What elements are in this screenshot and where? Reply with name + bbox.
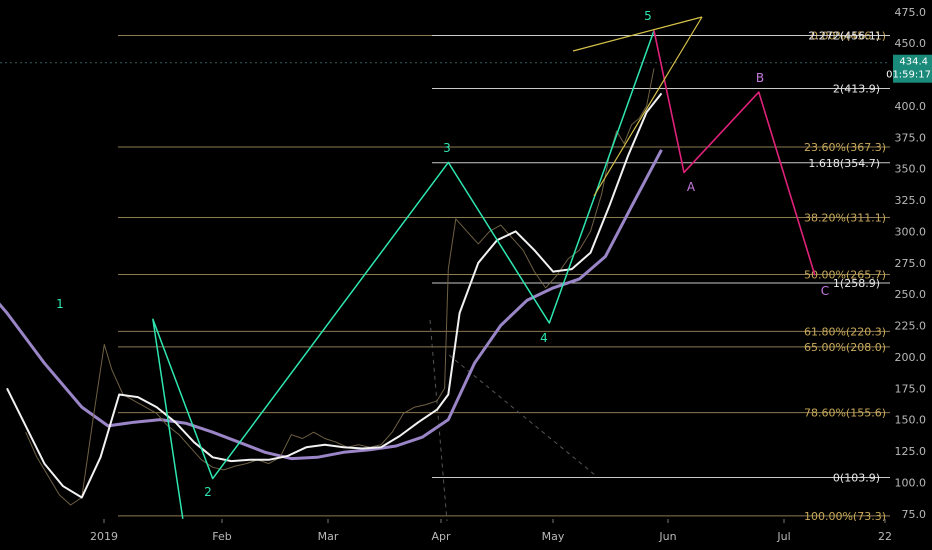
- current-price-box: [893, 54, 932, 83]
- x-tick-label: Jul: [776, 530, 790, 543]
- abc-label: C: [821, 284, 829, 298]
- fib-extension-label: 0(103.9): [833, 472, 880, 485]
- fib-label: 50.00%(265.7): [804, 268, 886, 281]
- chart-labels: 1 2 3 4 5 A B C: [56, 9, 829, 499]
- countdown-label: 01:59:17: [886, 70, 931, 81]
- y-tick-label: 325.0: [895, 194, 927, 207]
- y-tick-label: 175.0: [895, 382, 927, 395]
- y-tick-label: 375.0: [895, 131, 927, 144]
- ma-long-line: [0, 149, 663, 461]
- y-tick-label: 475.0: [895, 6, 927, 19]
- y-tick-label: 450.0: [895, 37, 927, 50]
- wave-label: 5: [644, 9, 652, 23]
- fib-extension-label: 1.618(354.7): [808, 157, 880, 170]
- y-tick-label: 200.0: [895, 351, 927, 364]
- elliott-wave-line: [152, 30, 655, 519]
- current-price-label: 434.4: [899, 57, 928, 68]
- abc-label: A: [687, 180, 696, 194]
- abc-label: B: [756, 71, 764, 85]
- x-tick-label: Mar: [318, 530, 339, 543]
- fib-label: 65.00%(208.0): [804, 341, 886, 354]
- dashed-guides: [0, 62, 890, 546]
- y-tick-label: 350.0: [895, 163, 927, 176]
- abc-projection-line: [653, 30, 816, 276]
- x-tick-label: Jun: [658, 530, 676, 543]
- fib-label: 23.60%(367.3): [804, 141, 886, 154]
- price-series: [0, 68, 663, 506]
- y-tick-label: 125.0: [895, 445, 927, 458]
- fib-extension-label: 1(258.9): [833, 277, 880, 290]
- wave-label: 3: [443, 141, 451, 155]
- fib-label: 61.80%(220.3): [804, 325, 886, 338]
- y-tick-label: 400.0: [895, 100, 927, 113]
- y-tick-label: 225.0: [895, 320, 927, 333]
- ma-short-line: [6, 92, 663, 499]
- x-tick-label: 22: [878, 530, 892, 543]
- y-tick-label: 75.0: [902, 508, 927, 521]
- y-tick-label: 250.0: [895, 288, 927, 301]
- x-tick-label: May: [542, 530, 565, 543]
- fibonacci-levels: 0.00%(456.1)23.60%(367.3)38.20%(311.1)50…: [118, 29, 890, 523]
- x-axis-panel: [0, 521, 890, 550]
- x-tick-label: Feb: [212, 530, 231, 543]
- y-tick-label: 100.0: [895, 476, 927, 489]
- fib-label: 38.20%(311.1): [804, 211, 886, 224]
- y-axis-panel: [890, 0, 932, 550]
- fib-label: 100.00%(73.3): [804, 510, 886, 523]
- elliott-wave-lines: [152, 16, 816, 519]
- y-tick-label: 300.0: [895, 225, 927, 238]
- x-tick-label: Apr: [431, 530, 451, 543]
- channel-upper-line: [572, 16, 703, 52]
- wave-label: 4: [540, 331, 548, 345]
- fib-label: 78.60%(155.6): [804, 407, 886, 420]
- y-tick-label: 150.0: [895, 414, 927, 427]
- x-tick-label: 2019: [90, 530, 118, 543]
- channel-lower-line: [593, 16, 703, 197]
- wave-label: 2: [204, 485, 212, 499]
- fib-extension-label: 2.272(456.1): [808, 29, 880, 42]
- wave-label: 1: [56, 297, 64, 311]
- fib-extension-label: 2(413.9): [833, 82, 880, 95]
- guide-line: [429, 319, 450, 546]
- y-tick-label: 275.0: [895, 257, 927, 270]
- price-line: [25, 68, 655, 506]
